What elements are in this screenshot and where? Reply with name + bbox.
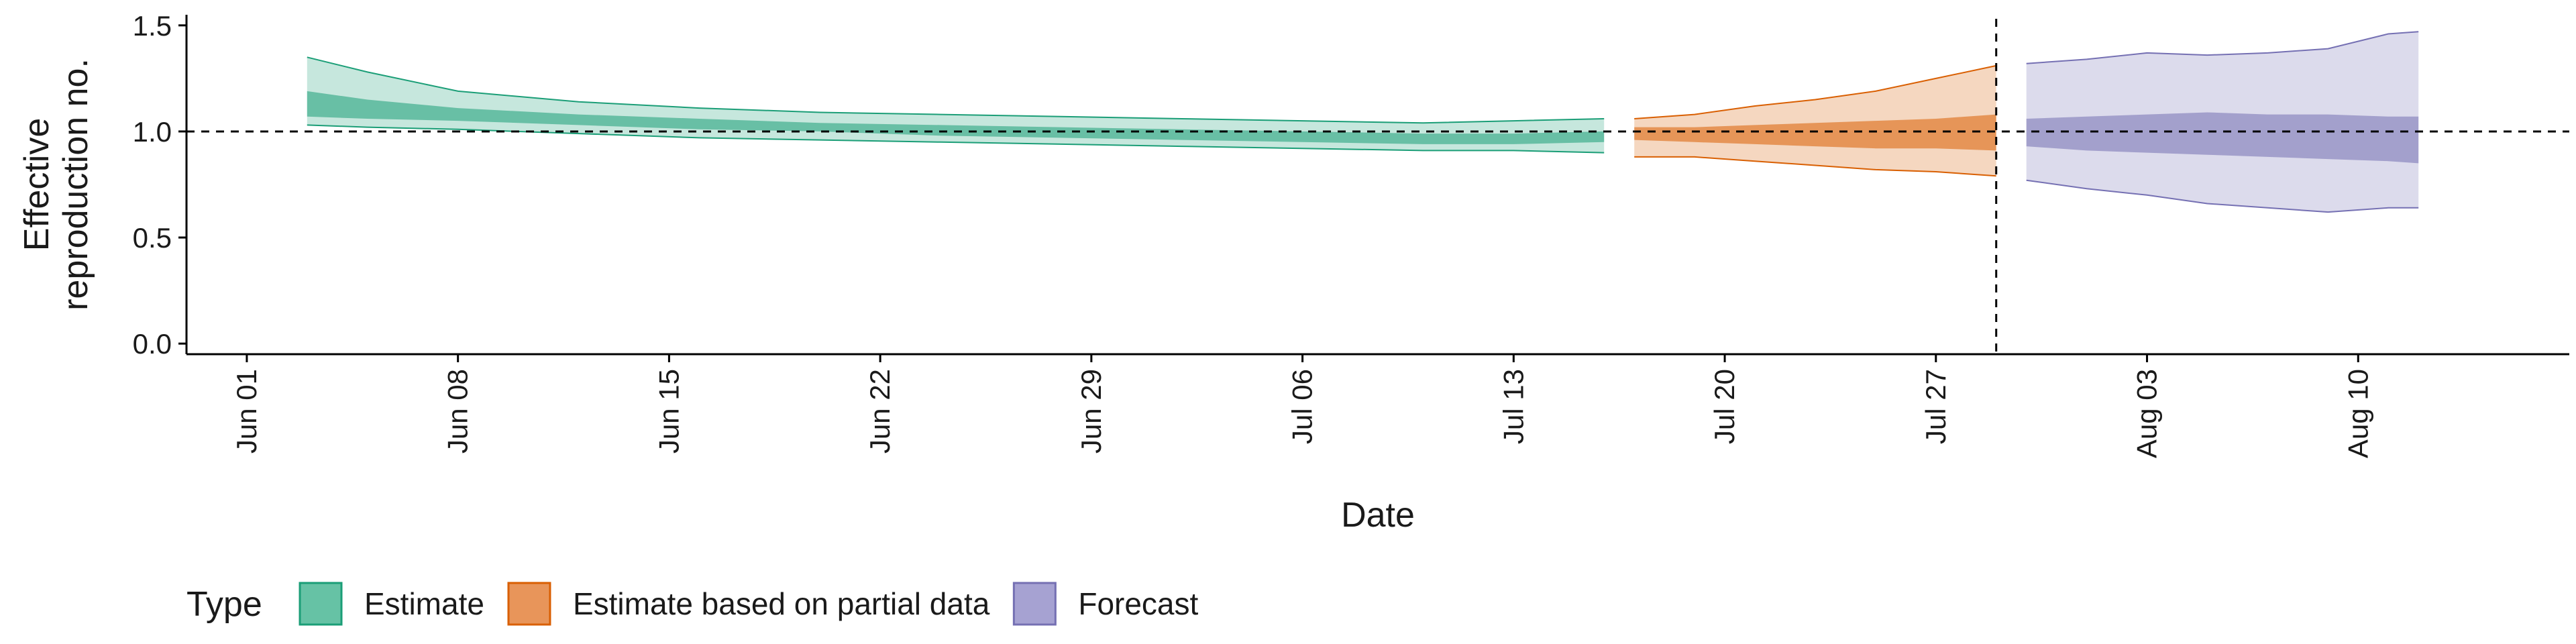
outer-band-lower-edge-estimate — [307, 124, 1605, 154]
inner-band-forecast — [2026, 112, 2419, 164]
x-tick-label: Jul 27 — [1920, 369, 1951, 444]
x-tick-label: Jun 08 — [442, 369, 474, 453]
axes: 0.0 0.5 1.0 1.5 Jun 01 Jun 08 Jun 15 Jun 22 Jun … — [17, 10, 2569, 535]
x-tick-label: Jun 29 — [1075, 369, 1107, 453]
legend-title: Type — [186, 585, 262, 624]
outer-band-upper-edge-forecast — [2026, 31, 2419, 64]
legend-swatch-estimate-based-on-partial-data — [507, 582, 551, 626]
x-axis-title: Date — [1341, 496, 1415, 535]
legend-label-estimate-based-on-partial-data: Estimate based on partial data — [573, 586, 990, 621]
x-tick-label: Jul 13 — [1497, 369, 1529, 444]
x-tick-label: Jul 20 — [1709, 369, 1740, 444]
x-tick-label: Jul 06 — [1287, 369, 1318, 444]
outer-band-lower-edge-forecast — [2026, 179, 2419, 213]
y-tick-label: 1.0 — [133, 116, 172, 148]
y-tick-label: 0.0 — [133, 328, 172, 360]
inner-band-estimate-based-on-partial-data — [1634, 114, 1996, 151]
legend-label-forecast: Forecast — [1078, 586, 1198, 621]
x-tick-label: Aug 03 — [2131, 369, 2163, 458]
x-tick-label: Jun 01 — [231, 369, 262, 453]
series-forecast — [2026, 31, 2419, 213]
y-tick-label: 0.5 — [133, 222, 172, 254]
outer-band-lower-edge-estimate-based-on-partial-data — [1634, 156, 1996, 177]
legend-item-estimate: Estimate — [299, 582, 484, 626]
x-tick-label: Jun 22 — [864, 369, 896, 453]
x-tick-label: Aug 10 — [2342, 369, 2373, 458]
outer-band-upper-edge-estimate — [307, 56, 1605, 124]
outer-band-estimate — [307, 57, 1605, 153]
series-estimate-based-on-partial-data — [1634, 64, 1996, 177]
outer-band-upper-edge-estimate-based-on-partial-data — [1634, 64, 1996, 119]
y-axis-title-line: Effective — [17, 118, 56, 251]
y-axis-title-line: reproduction no. — [56, 58, 95, 311]
plot-area — [186, 19, 2569, 354]
legend-item-estimate-based-on-partial-data: Estimate based on partial data — [507, 582, 990, 626]
x-tick-label: Jun 15 — [653, 369, 684, 453]
inner-band-estimate — [307, 91, 1605, 144]
legend: Type Estimate Estimate based on partial da… — [186, 582, 1199, 626]
legend-swatch-estimate — [299, 582, 343, 626]
legend-label-estimate: Estimate — [364, 586, 484, 621]
legend-swatch-forecast — [1012, 582, 1057, 626]
legend-item-forecast: Forecast — [1012, 582, 1199, 626]
series-estimate — [307, 56, 1605, 154]
y-tick-label: 1.5 — [133, 10, 172, 42]
